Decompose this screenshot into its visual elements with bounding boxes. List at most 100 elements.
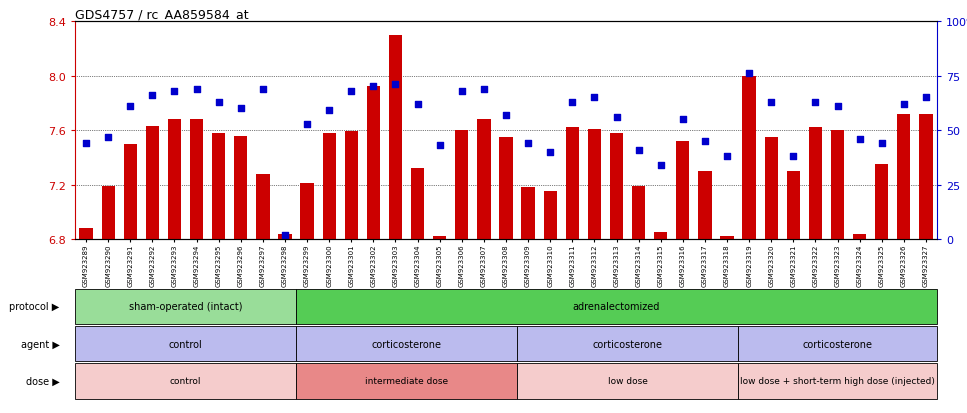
Point bbox=[166, 88, 182, 95]
Bar bbox=[411, 169, 425, 240]
Bar bbox=[765, 138, 777, 240]
Text: dose ▶: dose ▶ bbox=[26, 376, 60, 386]
Bar bbox=[296, 289, 937, 324]
Point bbox=[919, 95, 934, 102]
Point bbox=[498, 112, 513, 119]
Point bbox=[675, 116, 690, 123]
Bar bbox=[234, 136, 248, 240]
Point bbox=[145, 93, 161, 99]
Point bbox=[542, 149, 558, 156]
Bar bbox=[566, 128, 579, 240]
Point bbox=[742, 71, 757, 78]
Bar bbox=[146, 127, 159, 240]
Bar bbox=[521, 188, 535, 240]
Point bbox=[830, 104, 845, 110]
Text: corticosterone: corticosterone bbox=[593, 339, 662, 349]
Text: corticosterone: corticosterone bbox=[371, 339, 442, 349]
Text: control: control bbox=[168, 339, 202, 349]
Point bbox=[476, 86, 491, 93]
Bar bbox=[75, 326, 296, 361]
Text: agent ▶: agent ▶ bbox=[20, 339, 60, 349]
Point bbox=[874, 140, 890, 147]
Bar bbox=[676, 142, 689, 240]
Bar bbox=[499, 138, 513, 240]
Point bbox=[719, 154, 735, 160]
Bar bbox=[808, 128, 822, 240]
Point bbox=[233, 106, 249, 112]
Bar bbox=[278, 234, 292, 240]
Text: GDS4757 / rc_AA859584_at: GDS4757 / rc_AA859584_at bbox=[75, 8, 249, 21]
Point bbox=[255, 86, 271, 93]
Text: intermediate dose: intermediate dose bbox=[365, 377, 448, 385]
Point bbox=[189, 86, 204, 93]
Bar bbox=[920, 114, 932, 240]
Text: corticosterone: corticosterone bbox=[803, 339, 872, 349]
Point bbox=[565, 99, 580, 106]
Point bbox=[653, 162, 668, 169]
Bar bbox=[517, 363, 738, 399]
Point bbox=[785, 154, 801, 160]
Bar bbox=[389, 36, 402, 240]
Bar bbox=[831, 131, 844, 240]
Bar bbox=[738, 363, 937, 399]
Bar bbox=[787, 171, 800, 240]
Point bbox=[697, 138, 713, 145]
Bar bbox=[256, 174, 270, 240]
Bar bbox=[212, 133, 225, 240]
Bar bbox=[323, 133, 336, 240]
Text: sham-operated (intact): sham-operated (intact) bbox=[129, 301, 243, 312]
Point bbox=[454, 88, 470, 95]
Bar bbox=[301, 184, 313, 240]
Bar bbox=[79, 229, 93, 240]
Point bbox=[432, 142, 448, 149]
Point bbox=[630, 147, 646, 154]
Bar bbox=[296, 326, 517, 361]
Point bbox=[211, 99, 226, 106]
Point bbox=[609, 114, 625, 121]
Bar bbox=[190, 120, 203, 240]
Point bbox=[410, 101, 425, 108]
Bar bbox=[102, 187, 115, 240]
Bar bbox=[897, 114, 911, 240]
Bar bbox=[543, 192, 557, 240]
Bar bbox=[738, 326, 937, 361]
Text: low dose: low dose bbox=[607, 377, 648, 385]
Bar bbox=[654, 233, 667, 240]
Bar bbox=[344, 132, 358, 240]
Bar bbox=[588, 129, 601, 240]
Point bbox=[321, 108, 337, 114]
Bar bbox=[632, 187, 645, 240]
Bar bbox=[875, 165, 889, 240]
Point bbox=[388, 82, 403, 88]
Bar bbox=[455, 131, 468, 240]
Text: low dose + short-term high dose (injected): low dose + short-term high dose (injecte… bbox=[740, 377, 935, 385]
Point bbox=[764, 99, 779, 106]
Point bbox=[520, 140, 536, 147]
Bar bbox=[75, 363, 296, 399]
Bar bbox=[124, 144, 137, 240]
Bar bbox=[433, 237, 447, 240]
Bar bbox=[610, 133, 623, 240]
Point bbox=[587, 95, 602, 102]
Point bbox=[807, 99, 823, 106]
Point bbox=[78, 140, 94, 147]
Bar bbox=[698, 171, 712, 240]
Bar bbox=[296, 363, 517, 399]
Text: control: control bbox=[170, 377, 201, 385]
Text: adrenalectomized: adrenalectomized bbox=[572, 301, 660, 312]
Bar bbox=[743, 76, 756, 240]
Point bbox=[366, 84, 381, 90]
Text: protocol ▶: protocol ▶ bbox=[10, 301, 60, 312]
Bar bbox=[75, 289, 296, 324]
Point bbox=[852, 136, 867, 143]
Bar bbox=[478, 120, 490, 240]
Bar bbox=[720, 237, 734, 240]
Point bbox=[101, 134, 116, 140]
Point bbox=[343, 88, 359, 95]
Bar bbox=[853, 234, 866, 240]
Bar bbox=[168, 120, 181, 240]
Point bbox=[896, 101, 912, 108]
Point bbox=[278, 232, 293, 238]
Point bbox=[123, 104, 138, 110]
Bar bbox=[517, 326, 738, 361]
